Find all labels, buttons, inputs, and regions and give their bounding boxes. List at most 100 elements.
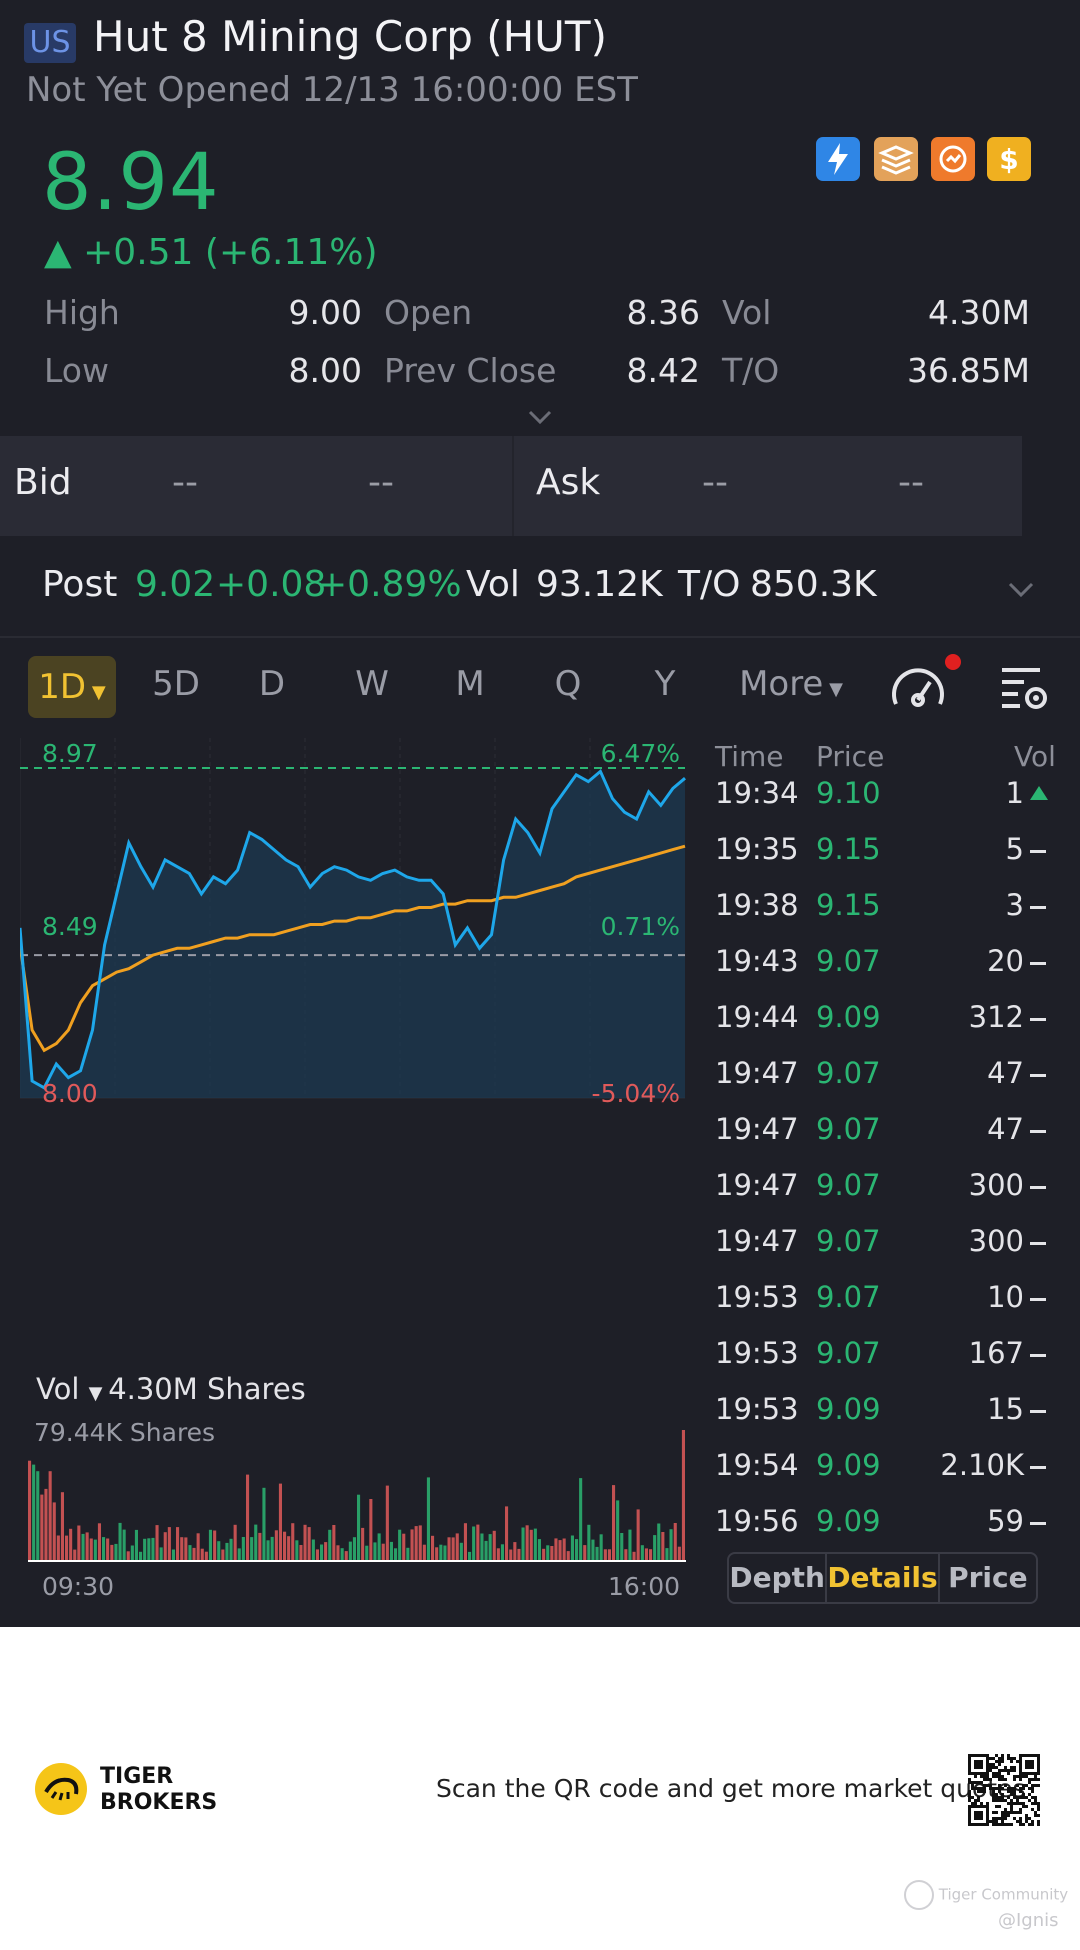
qr-module	[998, 1784, 1001, 1787]
qr-module	[968, 1820, 971, 1823]
qr-module	[995, 1811, 998, 1814]
up-triangle-icon	[1030, 786, 1048, 800]
qr-module	[1031, 1790, 1034, 1793]
volume-bar	[97, 1523, 101, 1560]
qr-module	[995, 1793, 998, 1796]
volume-bar	[73, 1549, 77, 1560]
qr-module	[983, 1823, 986, 1826]
qr-module	[968, 1817, 971, 1820]
qr-module	[968, 1766, 971, 1769]
qr-module	[974, 1811, 977, 1814]
volume-bar	[542, 1548, 546, 1560]
qr-module	[983, 1772, 986, 1775]
qr-module	[1025, 1805, 1028, 1808]
qr-module	[974, 1775, 977, 1778]
qr-module	[1010, 1802, 1013, 1805]
gauge-icon[interactable]	[888, 660, 948, 712]
volume-bar	[463, 1523, 467, 1560]
qr-module	[1037, 1808, 1040, 1811]
trade-vol: 1	[1005, 776, 1024, 810]
qr-module	[1034, 1784, 1037, 1787]
qr-module	[1028, 1766, 1031, 1769]
layers-a-icon[interactable]	[874, 137, 918, 181]
qr-module	[986, 1814, 989, 1817]
volume-bar	[496, 1548, 500, 1560]
tab-y[interactable]: Y	[654, 664, 676, 704]
tab-more[interactable]: More ▼	[739, 664, 843, 704]
chevron-down-icon[interactable]	[526, 403, 554, 431]
tab-price[interactable]: Price	[948, 1561, 1028, 1594]
y-mid-pct: 0.71%	[601, 912, 680, 941]
trade-vol: 167	[968, 1336, 1024, 1370]
volume-bar	[468, 1551, 472, 1560]
qr-module	[1016, 1784, 1019, 1787]
qr-module	[986, 1820, 989, 1823]
volume-bar	[89, 1538, 93, 1560]
qr-module	[1010, 1805, 1013, 1808]
volume-bar	[431, 1535, 435, 1560]
qr-module	[1022, 1784, 1025, 1787]
qr-module	[971, 1784, 974, 1787]
qr-module	[1007, 1796, 1010, 1799]
volume-bar	[422, 1544, 426, 1560]
market-status: Not Yet Opened 12/13 16:00:00 EST	[26, 70, 638, 110]
qr-module	[992, 1793, 995, 1796]
qr-module	[998, 1799, 1001, 1802]
flat-dash-icon	[1030, 1074, 1046, 1077]
tab-d[interactable]: D	[258, 664, 286, 704]
svg-text:$: $	[999, 143, 1018, 176]
qr-module	[1031, 1820, 1034, 1823]
flat-dash-icon	[1030, 1354, 1046, 1357]
trade-row: 19:47 9.07 47	[712, 1112, 1052, 1152]
volume-bar	[143, 1538, 147, 1560]
qr-module	[1001, 1793, 1004, 1796]
volume-bar	[357, 1494, 361, 1560]
tab-w[interactable]: W	[355, 664, 389, 704]
qr-module	[1037, 1757, 1040, 1760]
qr-module	[1001, 1787, 1004, 1790]
qr-module	[986, 1784, 989, 1787]
tab-depth[interactable]: Depth	[729, 1554, 828, 1602]
tab-q[interactable]: Q	[554, 664, 582, 704]
qr-module	[989, 1757, 992, 1760]
volume-bar	[287, 1536, 291, 1560]
trade-row: 19:38 9.15 3	[712, 888, 1052, 928]
qr-module	[1031, 1796, 1034, 1799]
volume-header[interactable]: Vol ▼ 4.30M Shares	[36, 1372, 306, 1406]
qr-module	[1013, 1769, 1016, 1772]
intraday-chart[interactable]: 8.97 6.47% 8.49 0.71% 8.00 -5.04%	[20, 738, 690, 1368]
qr-module	[968, 1808, 971, 1811]
volume-bar	[587, 1524, 591, 1560]
price-change: ▲ +0.51 (+6.11%)	[44, 232, 378, 273]
qr-module	[1031, 1808, 1034, 1811]
tab-1d[interactable]: 1D ▼	[28, 656, 116, 718]
volume-bar	[307, 1527, 311, 1560]
dollar-icon[interactable]: $	[987, 137, 1031, 181]
qr-module	[1016, 1811, 1019, 1814]
volume-bar	[85, 1532, 89, 1560]
qr-module	[1034, 1778, 1037, 1781]
qr-module	[1013, 1775, 1016, 1778]
qr-module	[1013, 1817, 1016, 1820]
bid-size: --	[368, 462, 394, 503]
qr-code[interactable]	[968, 1754, 1040, 1826]
options-icon[interactable]	[931, 137, 975, 181]
volume-bar	[130, 1545, 134, 1560]
qr-module	[1031, 1754, 1034, 1757]
lightning-icon[interactable]	[816, 137, 860, 181]
trade-price: 9.15	[816, 832, 881, 866]
volume-bar	[406, 1547, 410, 1560]
volume-bar	[102, 1537, 106, 1560]
chevron-down-icon[interactable]	[1006, 574, 1036, 604]
chart-settings-icon[interactable]	[998, 664, 1048, 710]
tab-details[interactable]: Details	[827, 1554, 940, 1602]
volume-bar	[44, 1488, 48, 1560]
qr-module	[998, 1772, 1001, 1775]
qr-module	[1004, 1799, 1007, 1802]
y-mid-label: 8.49	[42, 912, 98, 941]
volume-bar	[435, 1547, 439, 1560]
qr-module	[980, 1790, 983, 1793]
tab-m[interactable]: M	[455, 664, 485, 704]
qr-module	[1004, 1814, 1007, 1817]
tab-5d[interactable]: 5D	[152, 664, 200, 704]
